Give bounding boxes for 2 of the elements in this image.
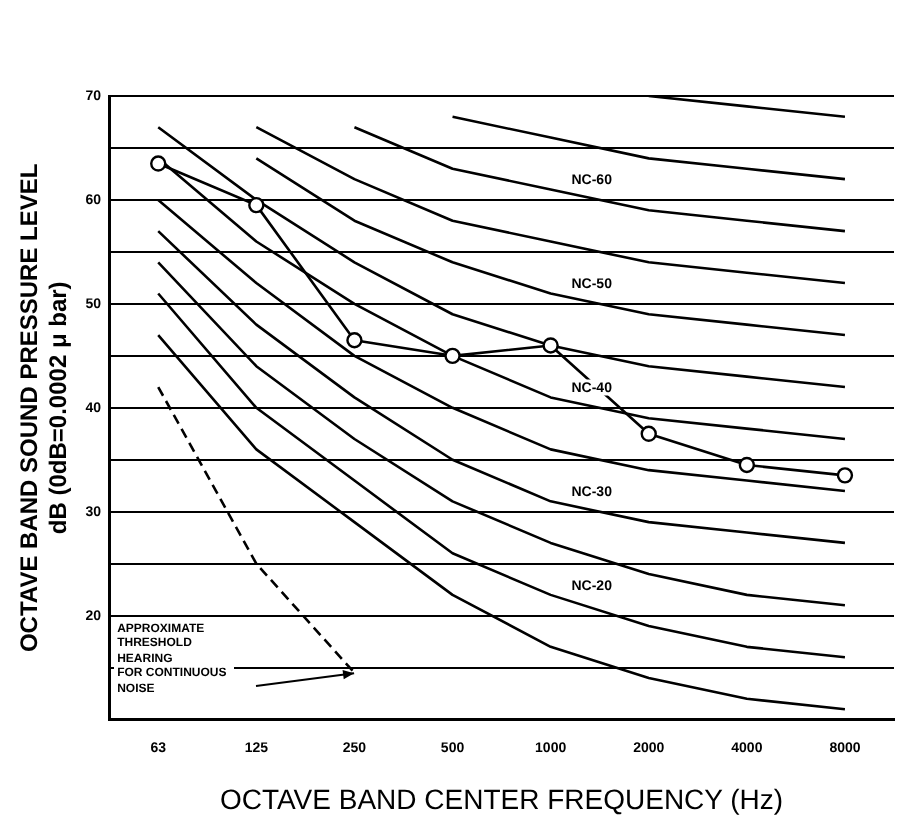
- x-axis-title: OCTAVE BAND CENTER FREQUENCY (Hz): [219, 782, 784, 815]
- y-axis-title: OCTAVE BAND SOUND PRESSURE LEVEL dB (0dB=0.0002 μ bar): [15, 163, 72, 653]
